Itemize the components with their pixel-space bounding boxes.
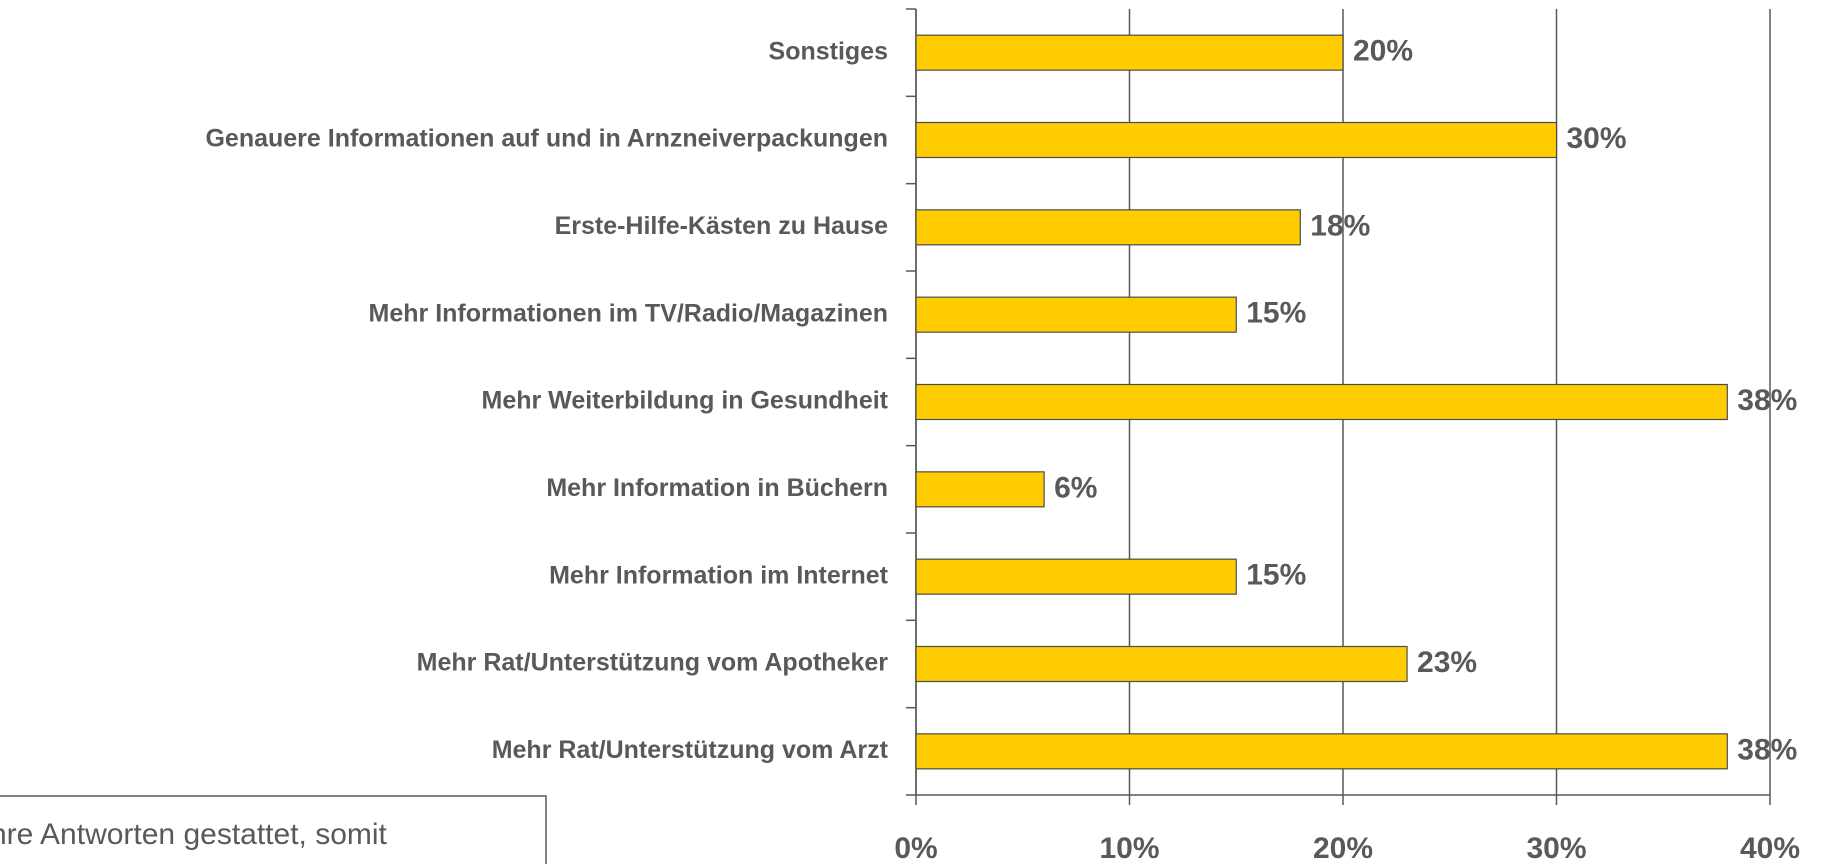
y-tick-label: Mehr Informationen im TV/Radio/Magazinen [369,299,888,327]
value-label: 15% [1246,559,1306,592]
y-tick-label: Erste-Hilfe-Kästen zu Hause [555,212,889,240]
x-tick-label: 20% [1313,832,1373,864]
bar [915,471,1045,508]
bar [915,645,1408,683]
value-label: 23% [1417,646,1477,679]
x-tick-label: 10% [1099,832,1159,864]
y-tick-label: Genauere Informationen auf und in Arnzne… [205,125,888,153]
x-tick-label: 0% [894,832,937,864]
value-label: 30% [1567,122,1627,155]
bar [915,733,1728,770]
x-tick-label: 40% [1740,832,1800,864]
bar [915,209,1301,246]
y-tick-label: Mehr Rat/Unterstützung vom Arzt [492,736,889,764]
bar [915,121,1558,159]
note: hre Antworten gestattet, somit [0,818,388,851]
y-tick-label: Mehr Information im Internet [549,561,889,589]
y-tick-label: Mehr Rat/Unterstützung vom Apotheker [417,649,889,677]
y-tick-label: Sonstiges [769,37,888,65]
value-label: 6% [1054,471,1097,504]
value-label: 38% [1737,384,1797,417]
bar [915,558,1237,595]
value-label: 18% [1310,209,1370,242]
bar [915,296,1237,333]
note-box [0,795,547,864]
x-tick-label: 30% [1526,832,1586,864]
y-tick-label: Mehr Information in Büchern [546,474,888,502]
y-tick-label: Mehr Weiterbildung in Gesundheit [482,387,889,415]
bar [915,34,1344,71]
value-label: 20% [1353,35,1413,68]
value-label: 38% [1737,733,1797,766]
value-label: 15% [1246,297,1306,330]
bar [915,383,1728,421]
